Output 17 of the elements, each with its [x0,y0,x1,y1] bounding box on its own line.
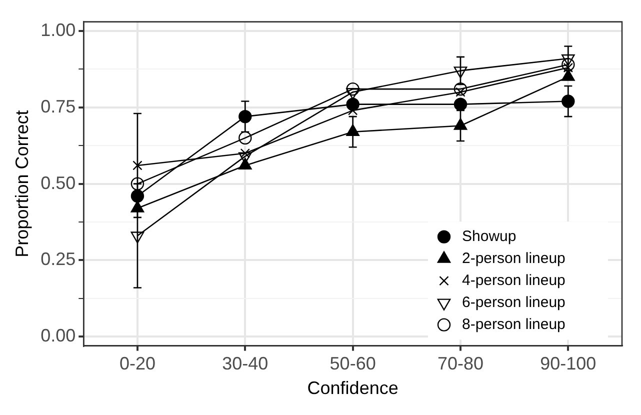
y-tick-label: 0.25 [40,249,76,270]
y-tick-label: 1.00 [40,20,76,40]
y-tick-label: 0.50 [40,172,76,193]
legend-label: 6-person lineup [462,294,566,311]
x-tick-label: 90-100 [540,354,596,374]
legend-label: Showup [462,228,516,245]
y-tick-label: 0.00 [40,326,76,346]
x-tick-label: 0-20 [119,354,156,374]
x-tick-label: 50-60 [330,354,376,374]
y-tick-label: 0.75 [40,96,76,116]
x-axis-title: Confidence [307,378,398,398]
y-axis-title: Proportion Correct [12,110,32,258]
legend-label: 4-person lineup [462,272,566,289]
x-tick-label: 30-40 [222,354,268,374]
legend-label: 8-person lineup [462,316,566,333]
legend-label: 2-person lineup [462,250,566,267]
x-tick-label: 70-80 [437,354,484,374]
